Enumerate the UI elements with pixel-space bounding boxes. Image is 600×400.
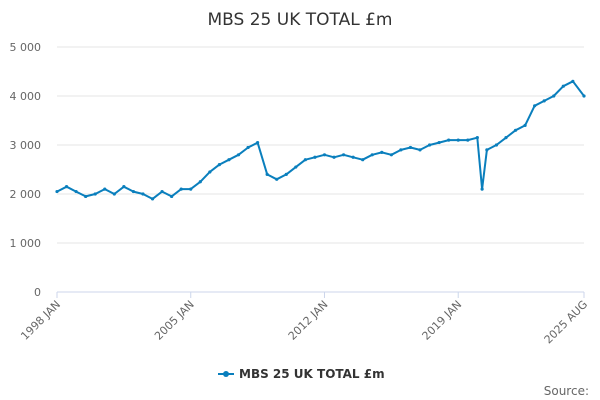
y-tick-label: 5 000 bbox=[10, 41, 42, 54]
data-point bbox=[246, 145, 250, 150]
x-tick-label: 2005 JAN bbox=[152, 298, 197, 343]
data-point bbox=[198, 180, 202, 184]
data-point bbox=[513, 128, 518, 132]
data-point bbox=[351, 155, 355, 159]
data-point bbox=[55, 189, 59, 194]
x-tick-label: 2025 AUG bbox=[542, 298, 591, 347]
legend-label: MBS 25 UK TOTAL £m bbox=[239, 367, 385, 381]
data-point bbox=[341, 153, 346, 157]
data-point bbox=[170, 194, 174, 199]
data-point bbox=[322, 153, 327, 157]
data-point bbox=[523, 123, 527, 127]
data-point bbox=[275, 177, 279, 181]
data-point bbox=[208, 170, 212, 174]
data-point bbox=[93, 192, 97, 196]
data-point bbox=[399, 148, 403, 152]
data-point bbox=[64, 185, 69, 189]
x-tick-label: 1998 JAN bbox=[18, 298, 63, 343]
data-point bbox=[313, 155, 317, 159]
chart-title: MBS 25 UK TOTAL £m bbox=[208, 10, 393, 30]
grid bbox=[57, 46, 584, 244]
data-point bbox=[265, 172, 269, 176]
data-point bbox=[332, 155, 336, 159]
data-point bbox=[131, 189, 136, 194]
y-tick-label: 4 000 bbox=[10, 90, 42, 103]
data-point bbox=[361, 158, 365, 162]
data-point bbox=[466, 138, 470, 142]
data-point bbox=[160, 189, 164, 194]
data-point bbox=[485, 148, 489, 152]
data-point bbox=[408, 145, 413, 150]
data-point bbox=[227, 158, 231, 162]
data-point bbox=[389, 153, 393, 157]
data-point bbox=[303, 158, 307, 162]
x-axis: 1998 JAN 2005 JAN 2012 JAN 2019 JAN 2025 AUG bbox=[18, 291, 591, 347]
y-axis: 0 1 000 2 000 3 000 4 000 5 000 bbox=[10, 41, 42, 299]
data-point bbox=[571, 79, 575, 83]
data-point bbox=[112, 192, 116, 196]
data-point bbox=[122, 185, 126, 189]
data-point bbox=[582, 94, 586, 98]
series-group bbox=[55, 79, 586, 201]
data-point bbox=[284, 172, 288, 176]
data-point bbox=[456, 138, 460, 142]
source-label: Source: bbox=[544, 384, 589, 398]
data-point bbox=[561, 84, 565, 88]
data-point bbox=[236, 153, 241, 157]
data-point bbox=[256, 140, 260, 145]
x-tick-label: 2012 JAN bbox=[286, 298, 331, 343]
y-tick-label: 2 000 bbox=[10, 188, 42, 201]
data-point bbox=[447, 138, 451, 142]
data-point bbox=[533, 104, 537, 108]
x-tick-label: 2019 JAN bbox=[420, 298, 465, 343]
data-point bbox=[150, 197, 155, 201]
data-point bbox=[179, 187, 183, 191]
data-point bbox=[380, 150, 384, 154]
data-point bbox=[370, 153, 374, 157]
data-point bbox=[189, 187, 193, 191]
data-point bbox=[504, 136, 508, 140]
data-point bbox=[427, 143, 432, 147]
data-point bbox=[542, 99, 546, 103]
data-point bbox=[294, 165, 298, 169]
y-tick-label: 1 000 bbox=[10, 237, 42, 250]
data-point bbox=[217, 163, 221, 167]
legend-marker-icon bbox=[223, 371, 229, 377]
legend[interactable]: MBS 25 UK TOTAL £m bbox=[218, 367, 385, 381]
data-point bbox=[494, 143, 499, 147]
data-point bbox=[74, 189, 78, 194]
series-line bbox=[56, 80, 585, 200]
data-point bbox=[437, 140, 441, 145]
data-point bbox=[103, 187, 107, 191]
y-tick-label: 3 000 bbox=[10, 139, 42, 152]
y-tick-label: 0 bbox=[34, 286, 41, 299]
data-point bbox=[552, 94, 556, 98]
data-point bbox=[141, 192, 145, 196]
data-point bbox=[475, 136, 479, 140]
data-point bbox=[418, 148, 422, 152]
data-point bbox=[84, 194, 88, 199]
data-point bbox=[480, 187, 484, 191]
